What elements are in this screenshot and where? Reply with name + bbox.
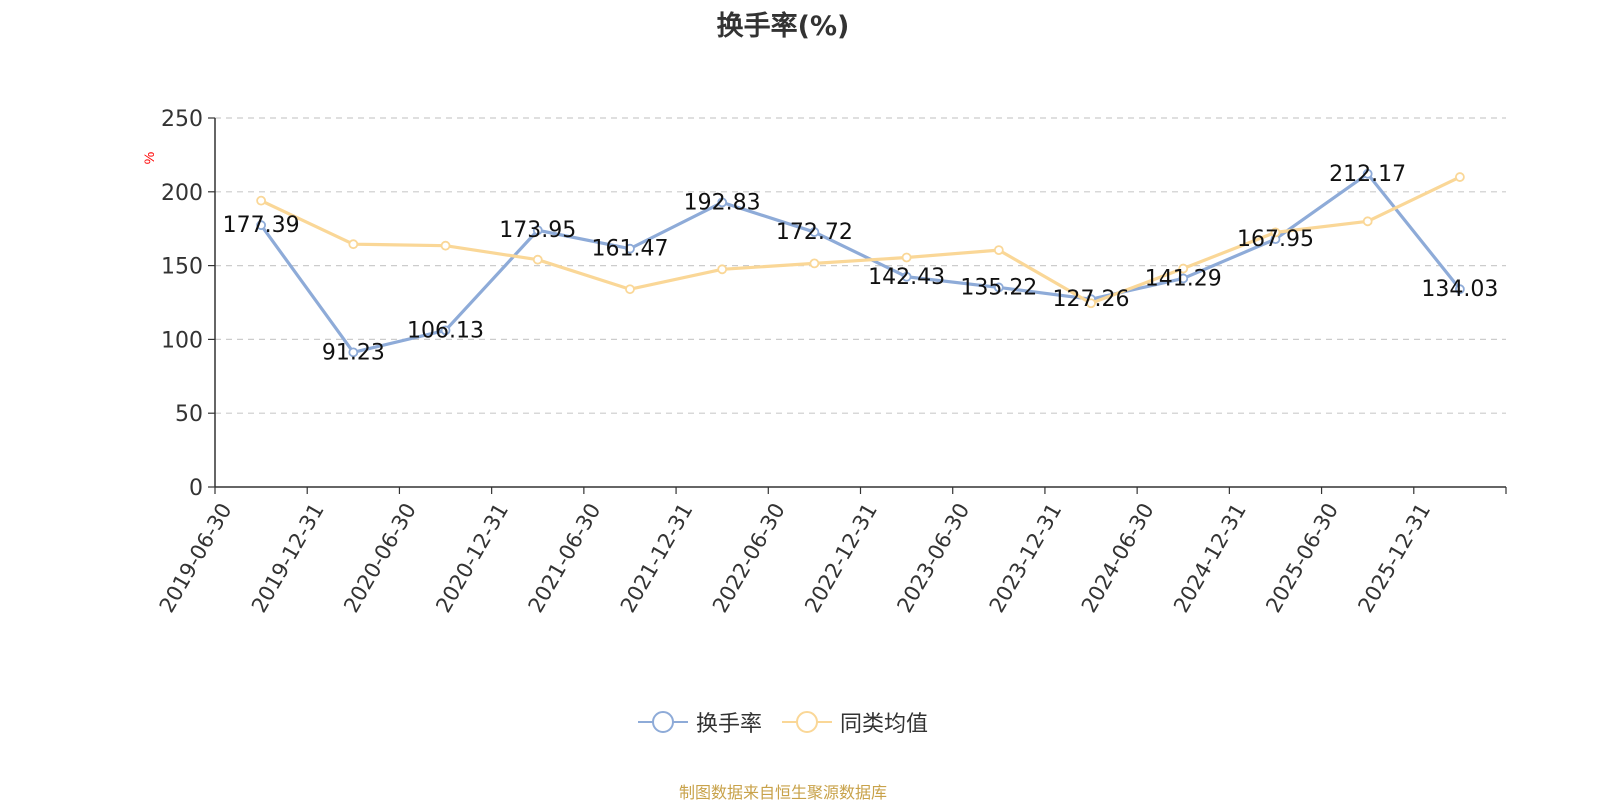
legend: 换手率 同类均值	[0, 706, 1566, 738]
data-label: 161.47	[591, 237, 668, 262]
x-tick-label: 2022-06-30	[708, 499, 790, 617]
legend-item[interactable]: 同类均值	[782, 706, 928, 738]
data-point	[901, 252, 912, 263]
legend-label: 同类均值	[840, 712, 929, 737]
x-tick-label: 2025-06-30	[1261, 499, 1343, 617]
x-tick-label: 2021-06-30	[524, 499, 606, 617]
data-point	[348, 239, 359, 250]
data-label: 134.03	[1421, 277, 1498, 302]
y-tick-label: 0	[189, 476, 203, 501]
data-point	[625, 284, 635, 295]
x-tick-label: 2021-12-31	[616, 499, 698, 617]
x-tick-label: 2024-12-31	[1169, 499, 1251, 617]
data-label: 177.39	[223, 213, 300, 238]
x-tick-label: 2019-06-30	[155, 499, 237, 617]
data-label: 91.23	[322, 340, 385, 365]
data-point	[1362, 168, 1373, 179]
x-tick-label: 2020-06-30	[339, 499, 421, 617]
y-tick-label: 150	[161, 255, 203, 280]
data-point	[717, 197, 728, 208]
data-label: 142.43	[868, 265, 945, 290]
series-line	[259, 172, 1462, 354]
data-point	[440, 325, 451, 336]
data-point	[1454, 172, 1465, 182]
legend-marker-icon	[637, 711, 688, 733]
y-tick-label: 250	[161, 107, 203, 132]
data-label: 192.83	[684, 190, 761, 215]
data-label: 135.22	[960, 275, 1037, 300]
series-line	[260, 175, 1461, 305]
series-lines	[256, 168, 1465, 358]
y-tick-label: 200	[161, 181, 203, 206]
data-point	[993, 245, 1004, 256]
legend-label: 换手率	[695, 712, 762, 737]
data-point	[993, 282, 1004, 293]
data-point	[348, 347, 359, 358]
data-label: 212.17	[1329, 162, 1406, 187]
data-label: 127.26	[1053, 287, 1130, 312]
x-tick-label: 2020-12-31	[431, 499, 513, 617]
data-label: 173.95	[499, 218, 576, 243]
data-label: 172.72	[776, 220, 853, 245]
data-point	[625, 243, 635, 254]
data-point	[1362, 216, 1373, 227]
data-label: 167.95	[1237, 227, 1314, 252]
data-source-note: 制图数据来自恒生聚源数据库	[678, 783, 887, 802]
data-label: 106.13	[407, 318, 484, 343]
data-point	[809, 258, 820, 269]
data-label: 141.29	[1145, 266, 1222, 291]
x-tick-label: 2024-06-30	[1077, 499, 1159, 617]
grid-lines	[215, 117, 1506, 414]
data-point	[1454, 284, 1465, 295]
y-axis-label: %	[141, 152, 157, 164]
data-labels: 177.39 91.23 106.13 173.95 161.47 192.83 172.7…	[223, 162, 1499, 366]
data-point	[1178, 263, 1189, 274]
data-point	[1086, 298, 1096, 309]
x-tick-label: 2019-12-31	[247, 499, 329, 617]
data-point	[1270, 227, 1281, 238]
chart-title: 换手率(%)	[716, 11, 850, 42]
legend-marker-icon	[782, 711, 832, 733]
data-point	[809, 227, 820, 237]
x-tick-label: 2022-12-31	[800, 499, 882, 617]
data-point	[256, 220, 267, 231]
x-tick-label: 2025-12-31	[1353, 499, 1435, 617]
data-point	[532, 225, 543, 236]
data-point	[532, 254, 543, 265]
legend-item[interactable]: 换手率	[637, 706, 762, 738]
data-point	[1178, 273, 1189, 284]
y-tick-label: 50	[175, 402, 203, 427]
data-point	[901, 271, 912, 282]
data-point	[717, 264, 728, 275]
data-point	[440, 240, 451, 251]
data-point	[256, 195, 267, 206]
x-tick-label: 2023-06-30	[892, 499, 974, 617]
x-tick-label: 2023-12-31	[985, 499, 1067, 617]
y-tick-label: 100	[161, 328, 203, 353]
